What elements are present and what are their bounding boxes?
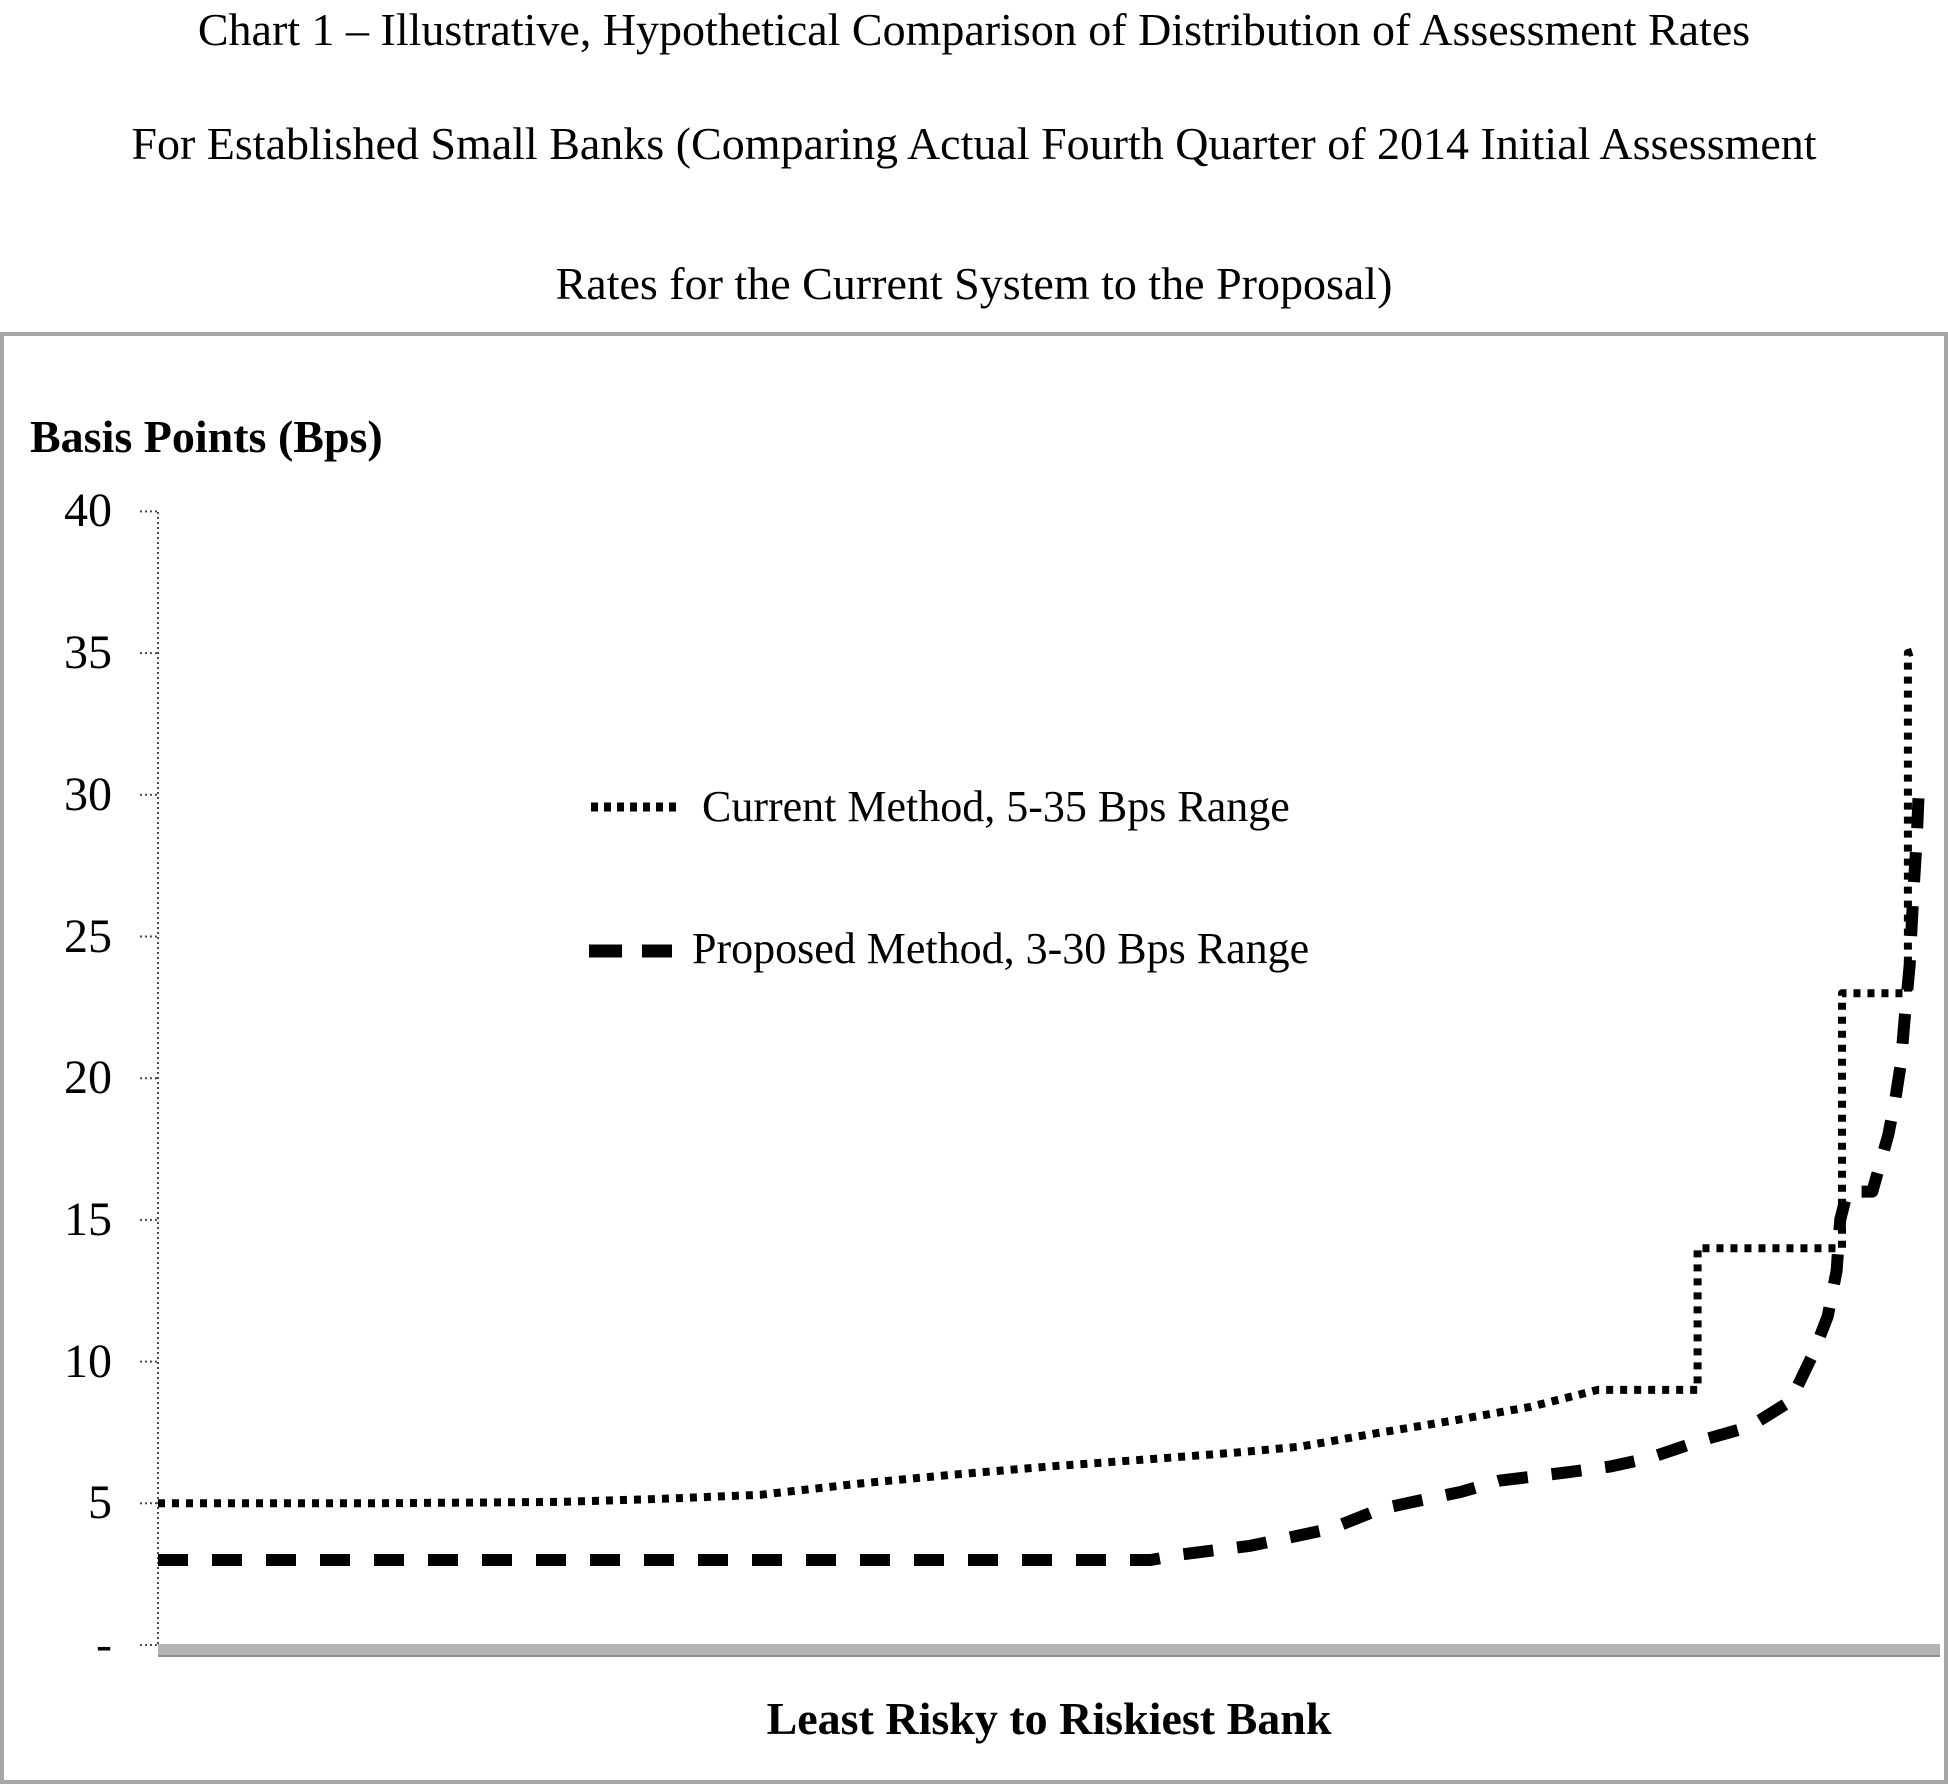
y-tick-label-15: 15	[64, 1192, 112, 1246]
chart-title-line-1: Chart 1 – Illustrative, Hypothetical Com…	[197, 4, 1751, 55]
y-tick-label--: -	[96, 1618, 112, 1671]
y-tick-label-40: 40	[64, 484, 112, 538]
legend-item-proposed-method: Proposed Method, 3-30 Bps Range	[586, 918, 1309, 978]
y-tick-label-10: 10	[64, 1334, 112, 1388]
chart-title-line-3: Rates for the Current System to the Prop…	[555, 258, 1393, 309]
legend-swatch-dotted-line-icon	[591, 802, 682, 812]
plot-frame	[0, 332, 1948, 1784]
y-tick-label-20: 20	[64, 1051, 112, 1105]
y-tick-label-25: 25	[64, 909, 112, 963]
y-tick-label-35: 35	[64, 626, 112, 680]
x-axis-title: Least Risky to Riskiest Bank	[766, 1693, 1332, 1744]
legend-item-current-method: Current Method, 5-35 Bps Range	[588, 776, 1290, 836]
y-tick-label-5: 5	[88, 1476, 112, 1530]
chart-title: Chart 1 – Illustrative, Hypothetical Com…	[0, 0, 1948, 310]
chart-title-line-2: For Established Small Banks (Comparing A…	[131, 118, 1817, 169]
legend-label-current-method: Current Method, 5-35 Bps Range	[702, 781, 1290, 831]
y-axis-title: Basis Points (Bps)	[30, 411, 383, 462]
y-tick-label-30: 30	[64, 767, 112, 821]
legend-swatch-dashed-line-icon	[589, 944, 672, 958]
legend-label-proposed-method: Proposed Method, 3-30 Bps Range	[692, 923, 1310, 973]
